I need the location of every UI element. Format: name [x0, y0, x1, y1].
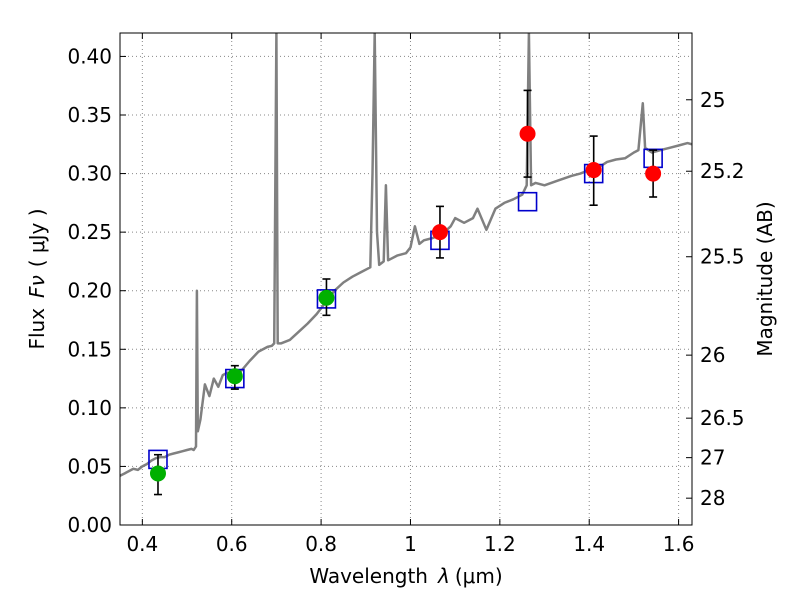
- mag-tick-label: 25.5: [700, 245, 745, 269]
- y-tick-label: 0.25: [67, 220, 112, 244]
- y-axis-label: FluxFν( μJy ): [25, 208, 49, 349]
- observed-point: [149, 465, 166, 482]
- x-tick-label: 1: [404, 532, 417, 556]
- y-tick-label: 0.40: [67, 44, 112, 68]
- x-tick-label: 1.6: [663, 532, 695, 556]
- observed-point: [318, 289, 335, 306]
- mag-tick-label: 25.2: [700, 159, 745, 183]
- spectrum-line: [120, 33, 692, 477]
- mag-tick-label: 26.5: [700, 406, 745, 430]
- spectrum-layer: [120, 33, 692, 477]
- model-point: [517, 191, 538, 212]
- x-tick-label: 1.2: [484, 532, 516, 556]
- mag-tick-label: 25: [700, 88, 725, 112]
- y-tick-label: 0.30: [67, 162, 112, 186]
- observed-point: [645, 165, 662, 182]
- y-tick-label: 0.15: [67, 337, 112, 361]
- x-tick-label: 0.6: [216, 532, 248, 556]
- observed-point: [585, 162, 602, 179]
- y2-axis-label: Magnitude (AB): [753, 201, 777, 356]
- mag-tick-label: 26: [700, 343, 725, 367]
- observed-point: [431, 224, 448, 241]
- y-tick-label: 0.05: [67, 454, 112, 478]
- observed-point: [226, 368, 243, 385]
- y-tick-label: 0.00: [67, 513, 112, 537]
- plot-frame: [119, 32, 693, 526]
- observed-point: [519, 125, 536, 142]
- x-tick-label: 0.4: [126, 532, 158, 556]
- axis-ticks: 0.4 0.6 0.8 1 1.2 1.4 1.6 0.00 0.05 0.10 0.15 0.20 0…: [67, 33, 745, 556]
- x-tick-label: 1.4: [573, 532, 605, 556]
- x-axis-label: Wavelength λ (μm): [309, 564, 502, 588]
- observed-points: [149, 89, 662, 496]
- y-tick-label: 0.35: [67, 103, 112, 127]
- mag-tick-label: 28: [700, 486, 725, 510]
- y-tick-label: 0.10: [67, 396, 112, 420]
- x-tick-label: 0.8: [305, 532, 337, 556]
- mag-tick-label: 27: [700, 446, 725, 470]
- y-tick-label: 0.20: [67, 279, 112, 303]
